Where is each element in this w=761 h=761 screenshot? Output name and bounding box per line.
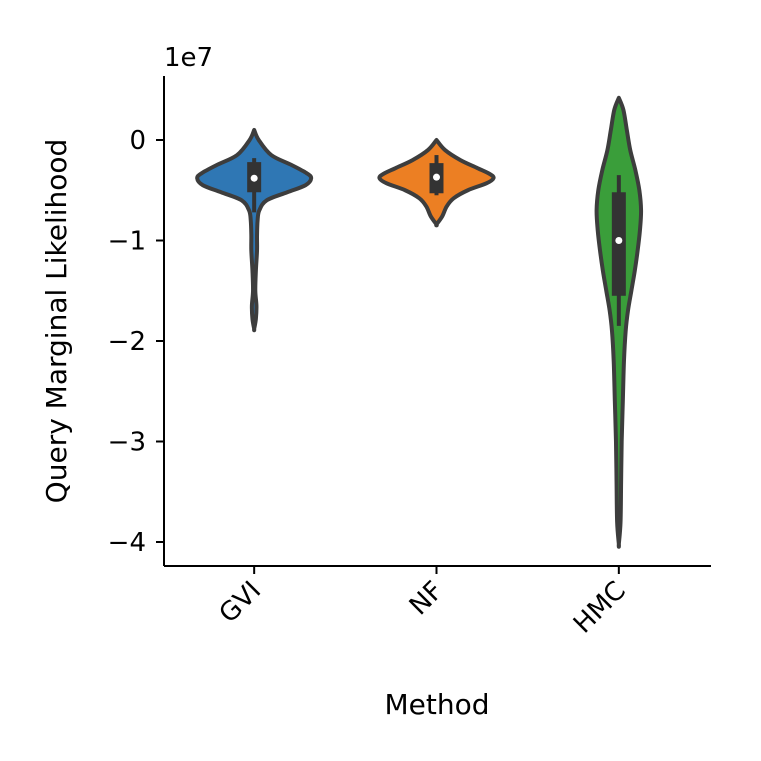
median-point-hmc <box>615 237 623 244</box>
median-point-nf <box>433 173 440 181</box>
y-scale-label: 1e7 <box>164 43 213 73</box>
y-tick-label: −3 <box>108 428 146 458</box>
x-axis-label: Method <box>384 688 489 721</box>
y-tick-label: −1 <box>108 227 146 257</box>
x-tick-label-hmc: HMC <box>568 576 632 640</box>
violin-gvi <box>195 127 314 333</box>
y-axis-label: Query Marginal Likelihood <box>40 139 73 504</box>
y-tick-label: −2 <box>108 327 146 357</box>
y-tick-label: −4 <box>108 528 146 558</box>
x-ticks: GVI NF HMC <box>214 566 632 639</box>
median-point-gvi <box>250 174 258 182</box>
x-tick-label-nf: NF <box>404 576 450 622</box>
violin-layer <box>195 95 644 549</box>
iqr-box-hmc <box>611 192 626 296</box>
y-ticks: 0 −1 −2 −3 −4 <box>108 126 164 558</box>
x-tick-label-gvi: GVI <box>214 576 267 629</box>
y-tick-label: 0 <box>129 126 146 156</box>
